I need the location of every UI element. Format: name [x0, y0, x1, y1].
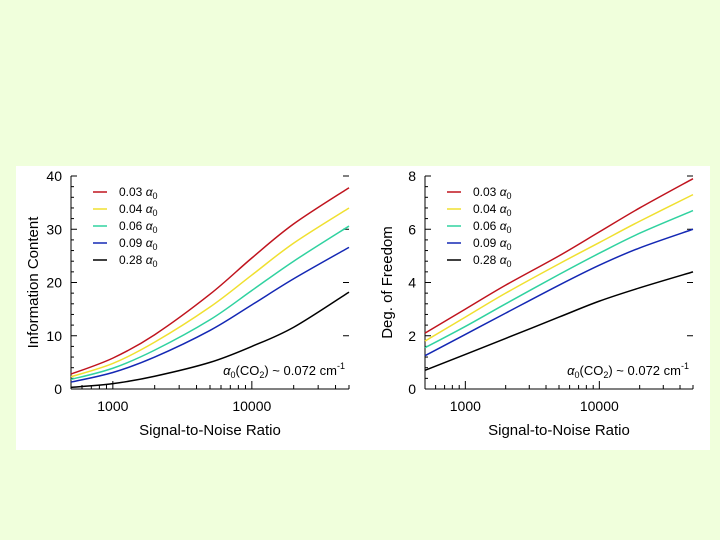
x-tick-label: 10000	[232, 398, 271, 414]
y-tick-label: 10	[46, 328, 62, 344]
legend-label-2: 0.04 α0	[473, 202, 512, 218]
y-tick-label: 2	[408, 328, 416, 344]
series-line-3	[70, 225, 350, 381]
y-tick-label: 40	[46, 168, 62, 184]
chart-panel-2: 0 2 4 6 8 1000 10000 Signal-to-Noise Ratio Deg. …	[379, 168, 694, 439]
figure-panel: 0 10 20 30 40 1000 10000 Signal-to-Noise Ratio I…	[16, 166, 710, 450]
series-line-3	[424, 209, 694, 349]
legend-label-5: 0.28 α0	[119, 253, 158, 269]
legend-label-4: 0.09 α0	[473, 236, 512, 252]
y-tick-label: 8	[408, 168, 416, 184]
series-line-4	[424, 228, 694, 357]
y-axis-label: Deg. of Freedom	[379, 226, 396, 339]
x-tick-label: 1000	[97, 398, 128, 414]
series-line-4	[70, 246, 350, 383]
legend-label-3: 0.06 α0	[473, 219, 512, 235]
x-axis-label: Signal-to-Noise Ratio	[488, 422, 630, 439]
annotation-text: α0(CO2) ~ 0.072 cm-1	[567, 361, 689, 380]
chart-panel-1: 0 10 20 30 40 1000 10000 Signal-to-Noise Ratio I…	[25, 168, 350, 439]
y-tick-label: 0	[54, 381, 62, 397]
y-tick-label: 0	[408, 381, 416, 397]
legend-label-1: 0.03 α0	[119, 185, 158, 201]
legend-label-2: 0.04 α0	[119, 202, 158, 218]
series-line-2	[424, 193, 694, 342]
legend-label-3: 0.06 α0	[119, 219, 158, 235]
y-tick-label: 20	[46, 275, 62, 291]
legend-label-4: 0.09 α0	[119, 236, 158, 252]
y-axis-label: Information Content	[25, 216, 42, 349]
series-line-2	[70, 207, 350, 378]
series-line-1	[424, 178, 694, 334]
y-tick-label: 4	[408, 275, 416, 291]
series-line-5	[424, 271, 694, 372]
y-tick-label: 6	[408, 221, 416, 237]
x-tick-label: 1000	[450, 398, 481, 414]
legend-label-1: 0.03 α0	[473, 185, 512, 201]
series-line-5	[70, 291, 350, 389]
annotation-text: α0(CO2) ~ 0.072 cm-1	[223, 361, 345, 380]
x-tick-label: 10000	[580, 398, 619, 414]
x-axis-label: Signal-to-Noise Ratio	[139, 422, 281, 439]
series-line-1	[70, 187, 350, 375]
legend-label-5: 0.28 α0	[473, 253, 512, 269]
y-tick-label: 30	[46, 221, 62, 237]
